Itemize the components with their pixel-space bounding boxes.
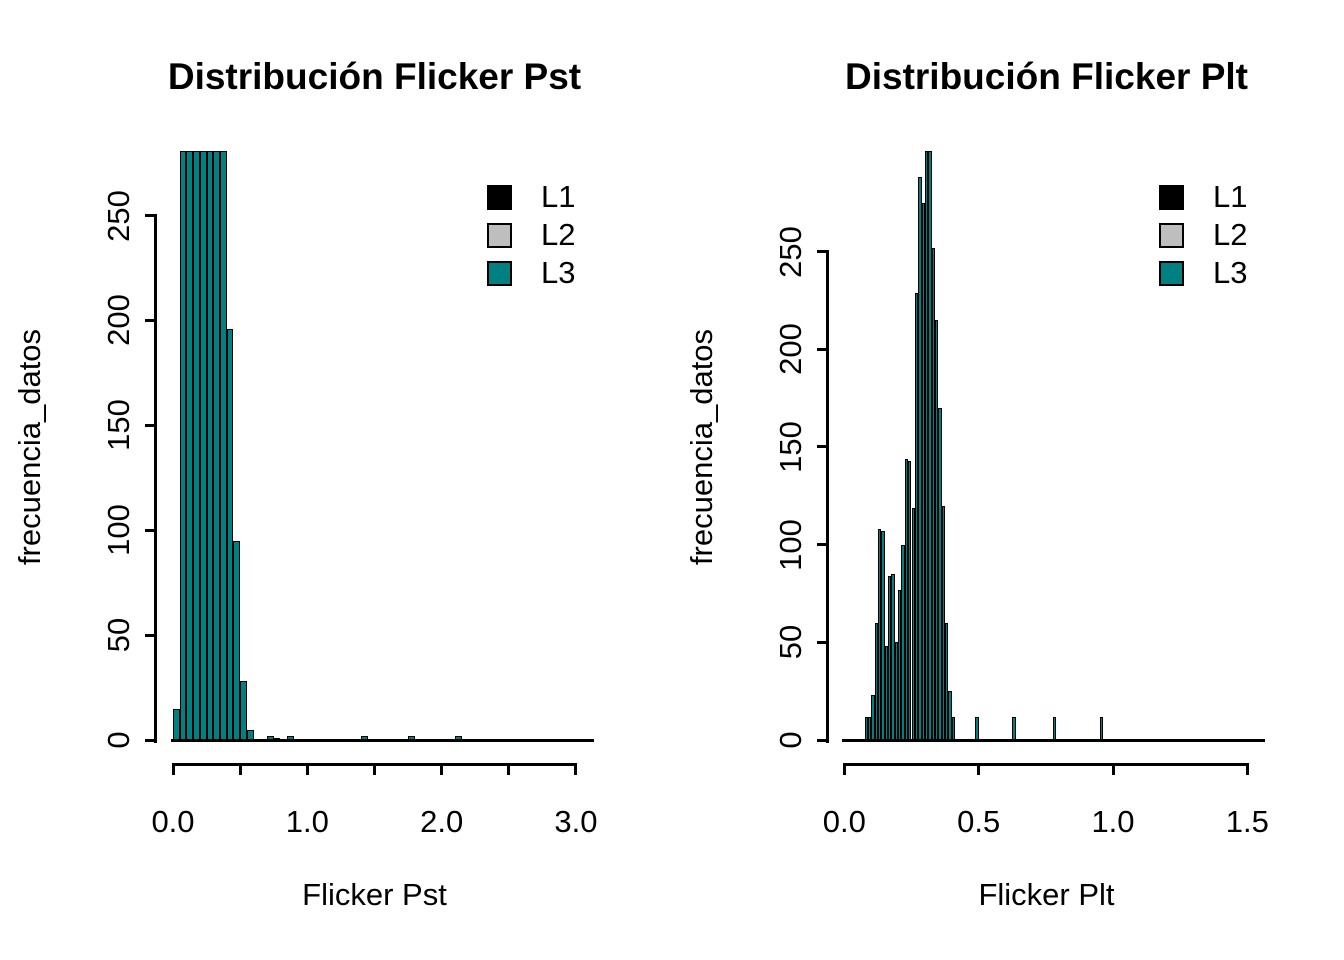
x-tick-label: 1.0	[285, 804, 329, 839]
x-tick-label: 1.0	[1091, 804, 1135, 839]
panel-title: Distribución Flicker Pst	[167, 56, 582, 97]
legend-swatch-l3	[487, 260, 512, 286]
y-tick-label: 150	[101, 399, 136, 452]
y-tick-label: 200	[101, 294, 136, 347]
x-tick	[372, 766, 376, 775]
legend-label: L3	[1213, 255, 1248, 290]
x-tick	[977, 766, 981, 775]
y-tick-label: 250	[101, 189, 136, 242]
y-tick	[817, 445, 826, 449]
x-axis-label: Flicker Plt	[978, 877, 1115, 912]
legend-label: L1	[1213, 179, 1248, 214]
x-tick-label: 0.0	[822, 804, 866, 839]
y-tick-label: 0	[101, 731, 136, 749]
histogram-bar	[1099, 716, 1103, 741]
x-tick	[440, 766, 444, 775]
y-tick	[145, 633, 154, 637]
x-tick-label: 2.0	[420, 804, 464, 839]
x-tick	[842, 766, 846, 775]
y-tick	[817, 347, 826, 351]
x-tick-label: 3.0	[554, 804, 598, 839]
histogram-bar	[199, 151, 207, 741]
y-axis-label: frecuencia_datos	[12, 328, 47, 566]
y-axis-line	[154, 214, 157, 743]
y-tick	[817, 738, 826, 742]
legend-swatch-l2	[1159, 222, 1184, 248]
histogram-baseline	[171, 739, 594, 742]
x-axis-line	[171, 763, 578, 766]
histogram-bar	[179, 151, 187, 741]
histogram-bar	[186, 151, 194, 741]
histogram-bar	[1052, 716, 1056, 741]
x-tick	[1111, 766, 1115, 775]
panel-title: Distribución Flicker Plt	[845, 56, 1248, 97]
legend-label: L1	[541, 179, 576, 214]
x-tick	[305, 766, 309, 775]
histogram-bar	[951, 716, 956, 741]
x-tick	[574, 766, 578, 775]
histogram-bar	[226, 328, 234, 741]
histogram-bar	[206, 151, 214, 741]
y-tick	[145, 318, 154, 322]
x-tick	[238, 766, 242, 775]
legend-label: L2	[541, 217, 576, 252]
y-tick	[145, 423, 154, 427]
x-axis-label: Flicker Pst	[302, 877, 447, 912]
x-tick-label: 0.0	[151, 804, 195, 839]
x-tick	[1245, 766, 1249, 775]
histogram-bar	[975, 716, 979, 741]
histogram-bar	[193, 151, 200, 741]
y-tick-label: 100	[773, 518, 808, 571]
y-tick-label: 50	[773, 625, 808, 660]
y-tick	[817, 250, 826, 253]
y-tick-label: 200	[773, 323, 808, 376]
y-tick-label: 250	[773, 225, 808, 278]
x-axis-line	[842, 763, 1249, 766]
x-tick-label: 0.5	[957, 804, 1001, 839]
y-tick	[145, 528, 154, 532]
x-tick	[171, 766, 175, 775]
y-tick-label: 0	[773, 731, 808, 749]
histogram-baseline	[842, 739, 1266, 742]
y-axis-label: frecuencia_datos	[684, 328, 719, 566]
y-tick	[817, 640, 826, 644]
y-tick	[145, 214, 154, 217]
histogram-bar	[1012, 716, 1016, 741]
legend-label: L3	[541, 255, 576, 290]
legend-swatch-l2	[487, 222, 512, 248]
legend-swatch-l1	[487, 184, 512, 210]
y-tick	[817, 543, 826, 547]
histogram-bar	[240, 681, 247, 741]
y-tick	[145, 738, 154, 742]
legend-swatch-l1	[1159, 184, 1184, 210]
histogram-bar	[213, 151, 221, 741]
legend-label: L2	[1213, 217, 1248, 252]
x-tick	[507, 766, 511, 775]
y-tick-label: 150	[773, 421, 808, 473]
y-tick-label: 50	[101, 617, 136, 653]
y-tick-label: 100	[101, 504, 136, 557]
legend-swatch-l3	[1159, 260, 1184, 286]
histogram-bar	[233, 540, 241, 741]
y-axis-line	[826, 250, 829, 743]
x-tick-label: 1.5	[1225, 804, 1269, 839]
